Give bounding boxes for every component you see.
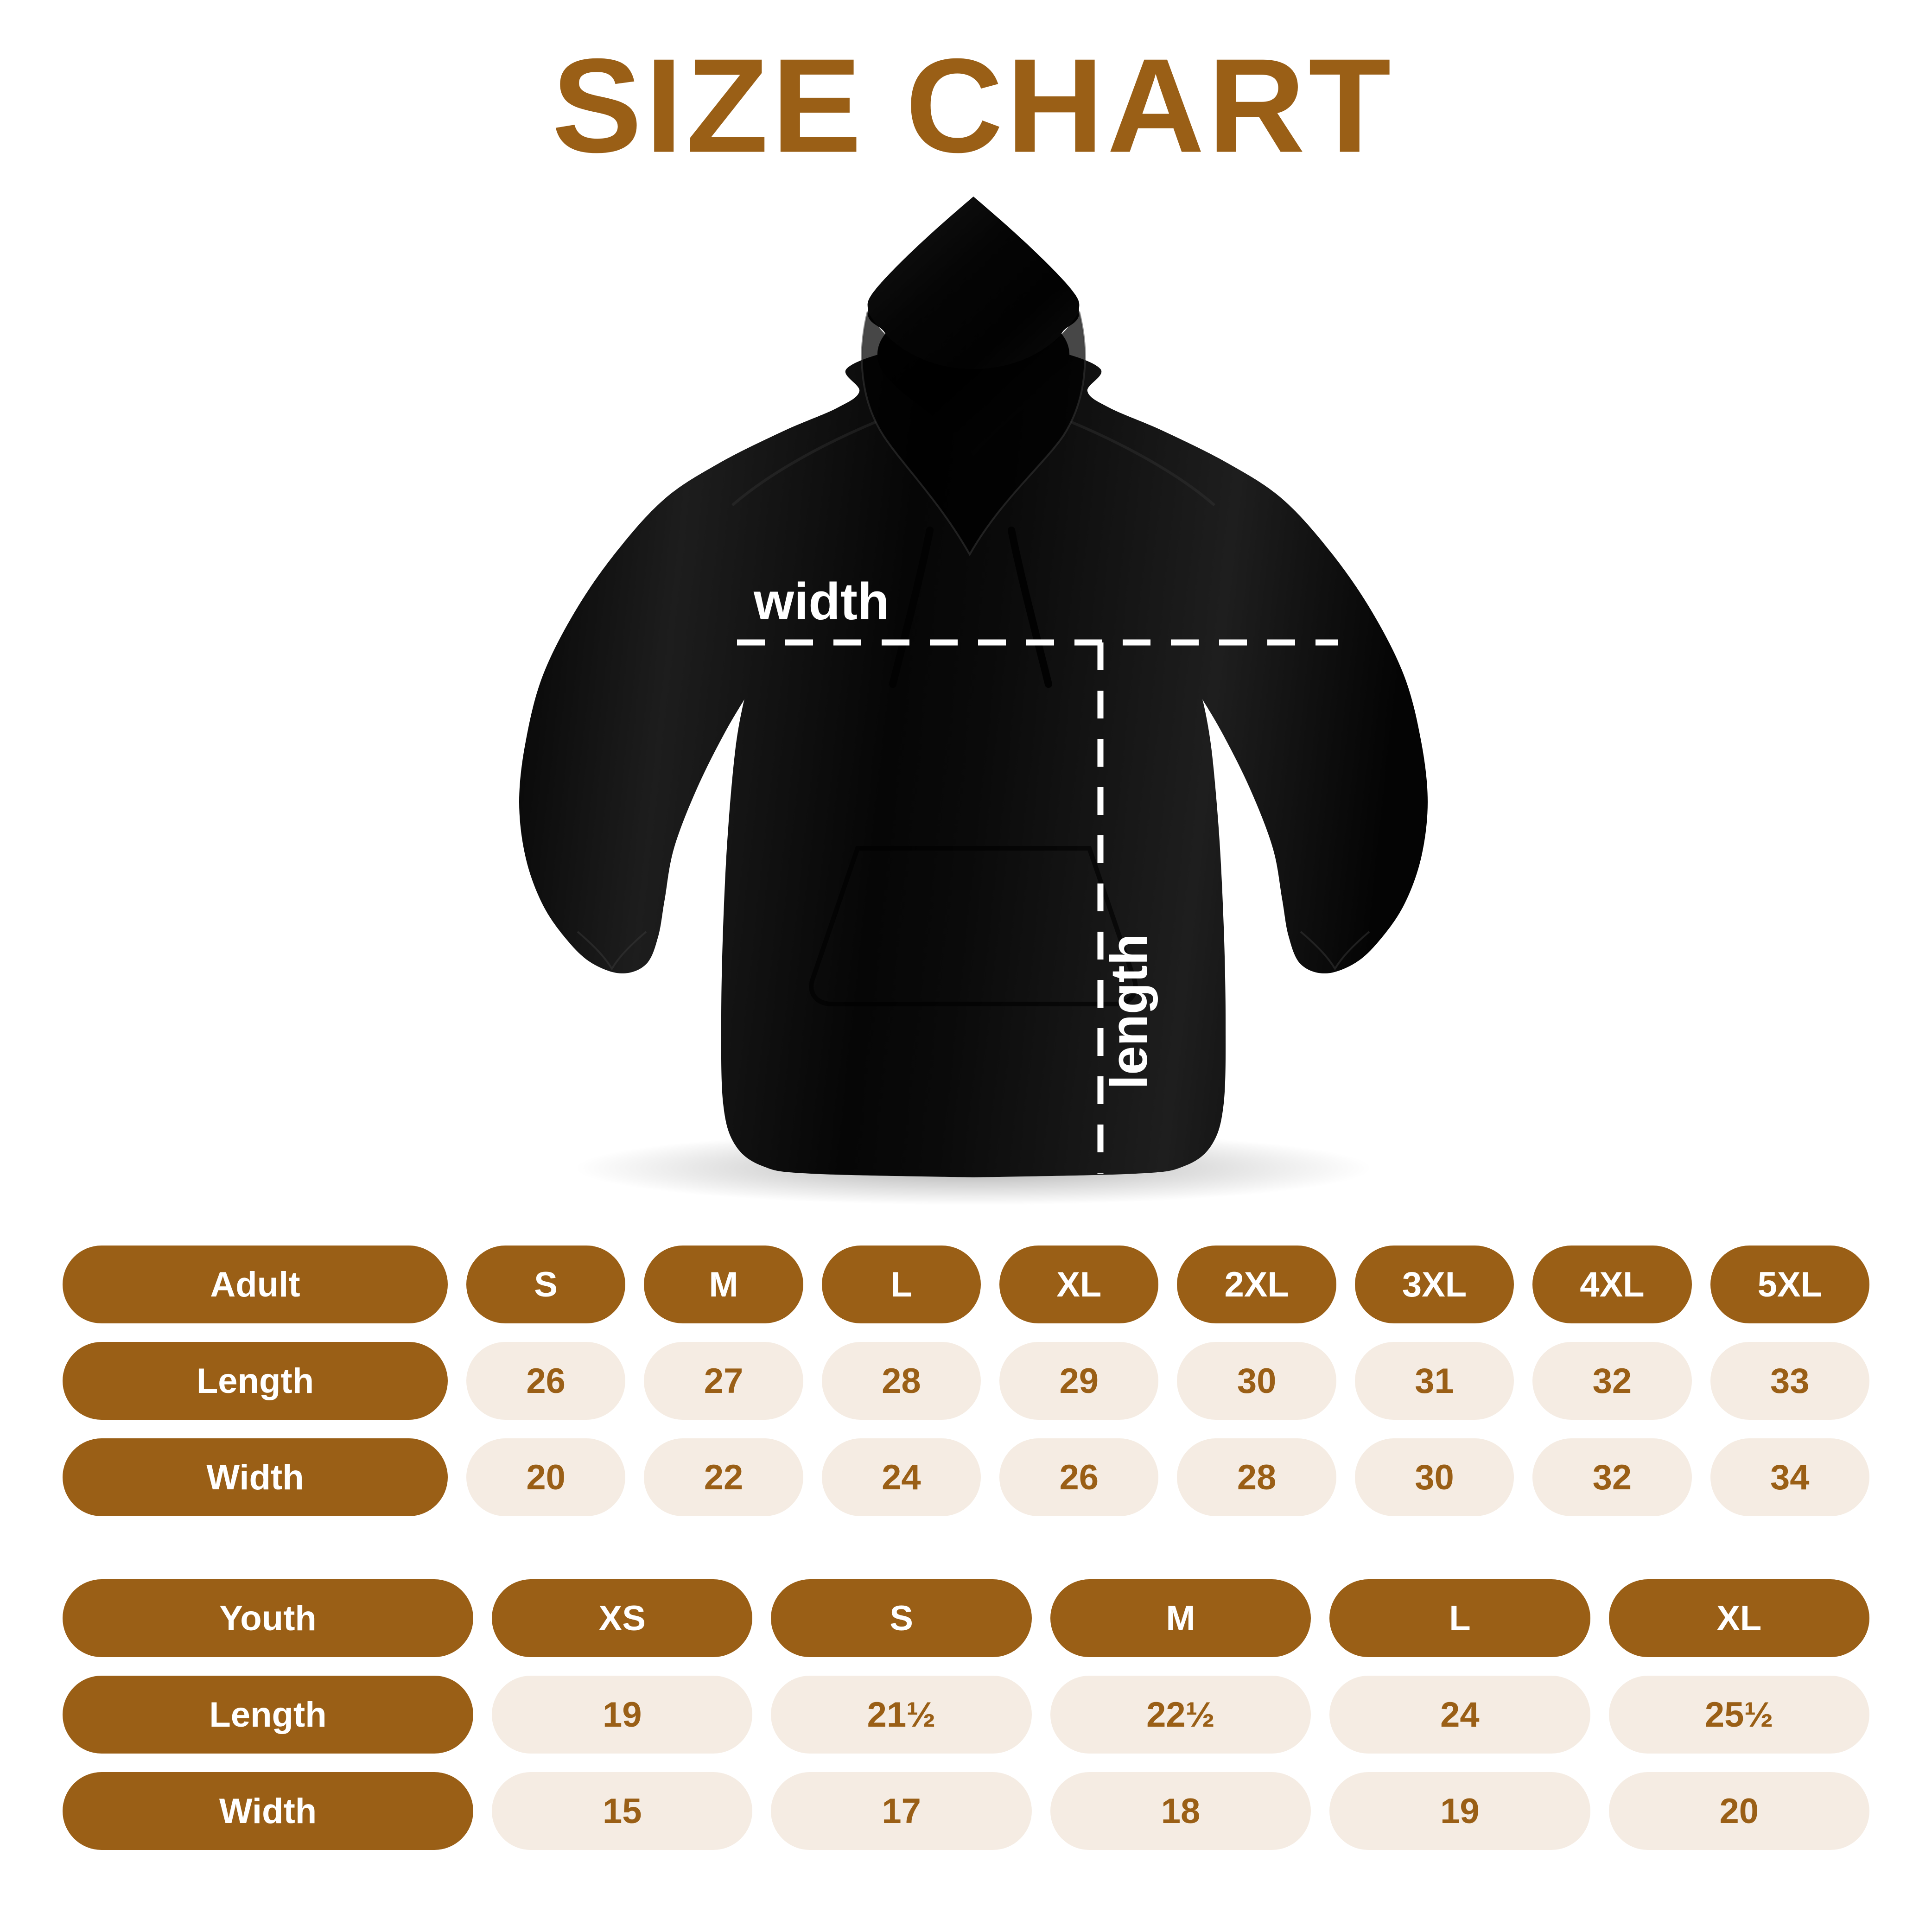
svg-text:width: width [753,572,889,630]
svg-text:length: length [1100,934,1158,1089]
